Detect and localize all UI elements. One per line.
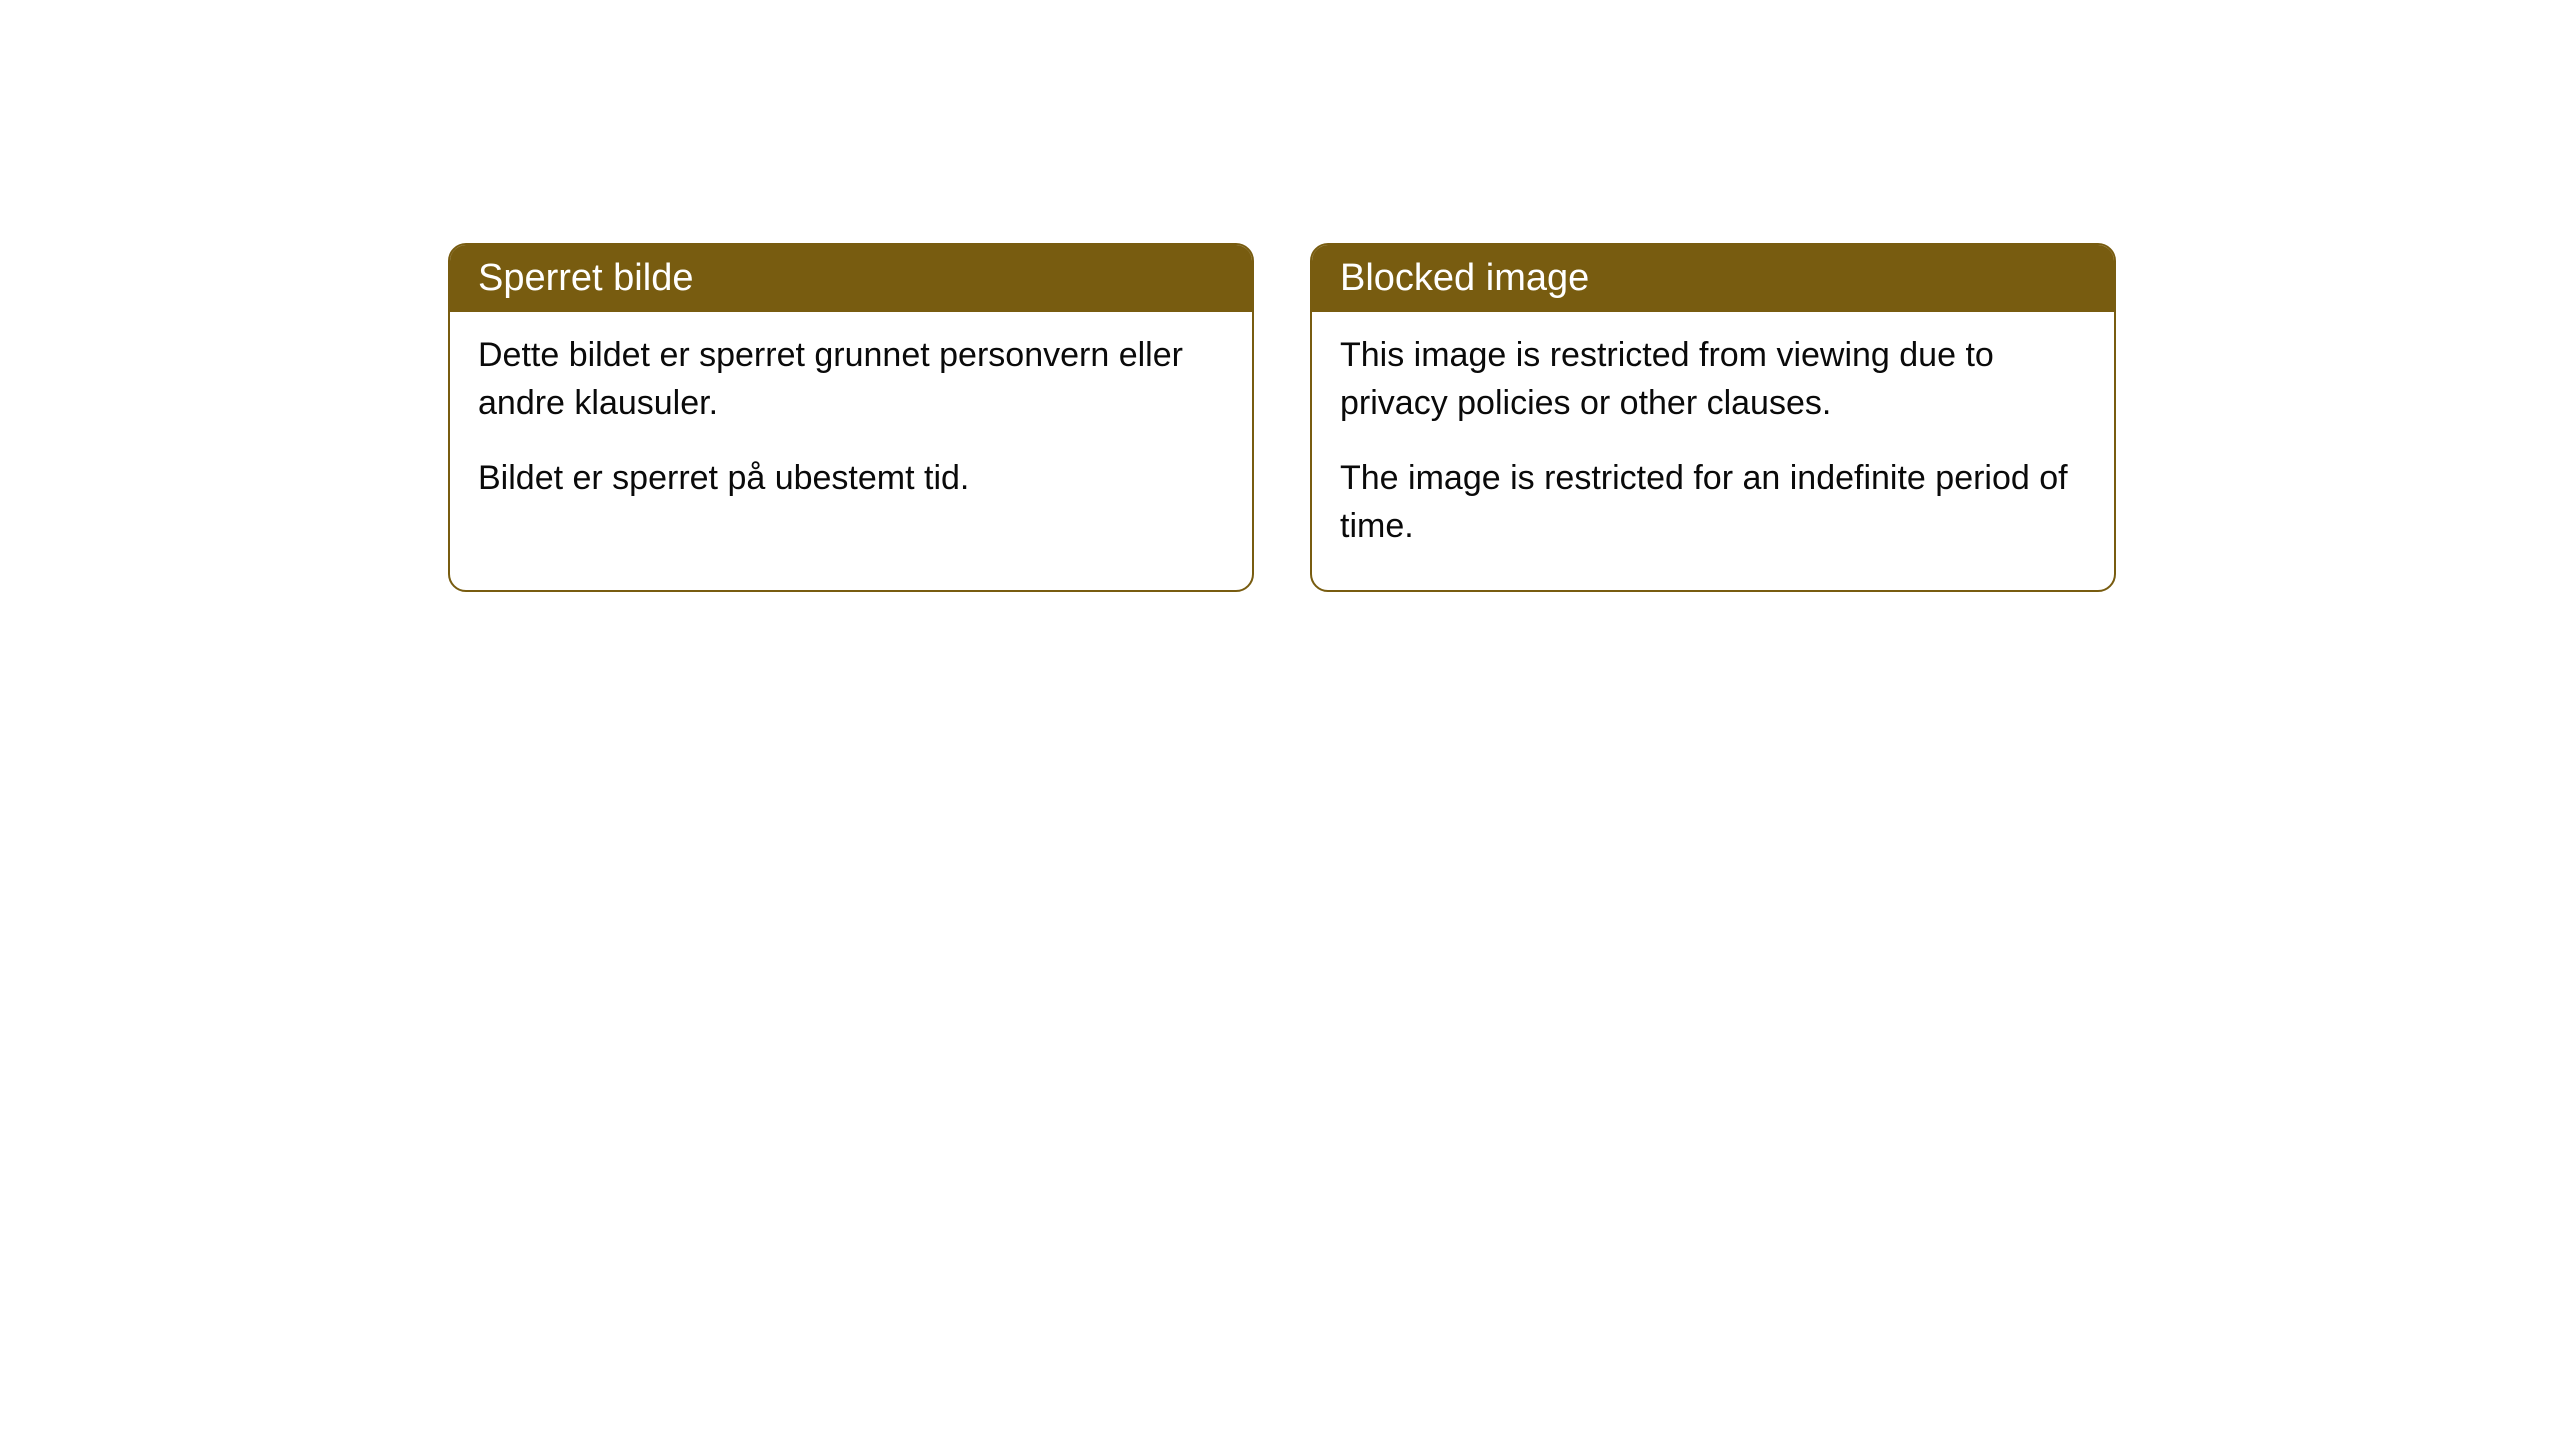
card-header-norwegian: Sperret bilde: [450, 245, 1252, 312]
blocked-image-card-norwegian: Sperret bilde Dette bildet er sperret gr…: [448, 243, 1254, 592]
card-paragraph-1: This image is restricted from viewing du…: [1340, 332, 2086, 427]
card-title: Blocked image: [1340, 257, 1589, 299]
card-paragraph-1: Dette bildet er sperret grunnet personve…: [478, 332, 1224, 427]
card-body-norwegian: Dette bildet er sperret grunnet personve…: [450, 312, 1252, 543]
blocked-image-card-english: Blocked image This image is restricted f…: [1310, 243, 2116, 592]
card-paragraph-2: Bildet er sperret på ubestemt tid.: [478, 455, 1224, 503]
card-title: Sperret bilde: [478, 257, 693, 299]
card-header-english: Blocked image: [1312, 245, 2114, 312]
info-cards-container: Sperret bilde Dette bildet er sperret gr…: [448, 243, 2116, 592]
card-paragraph-2: The image is restricted for an indefinit…: [1340, 455, 2086, 550]
card-body-english: This image is restricted from viewing du…: [1312, 312, 2114, 590]
